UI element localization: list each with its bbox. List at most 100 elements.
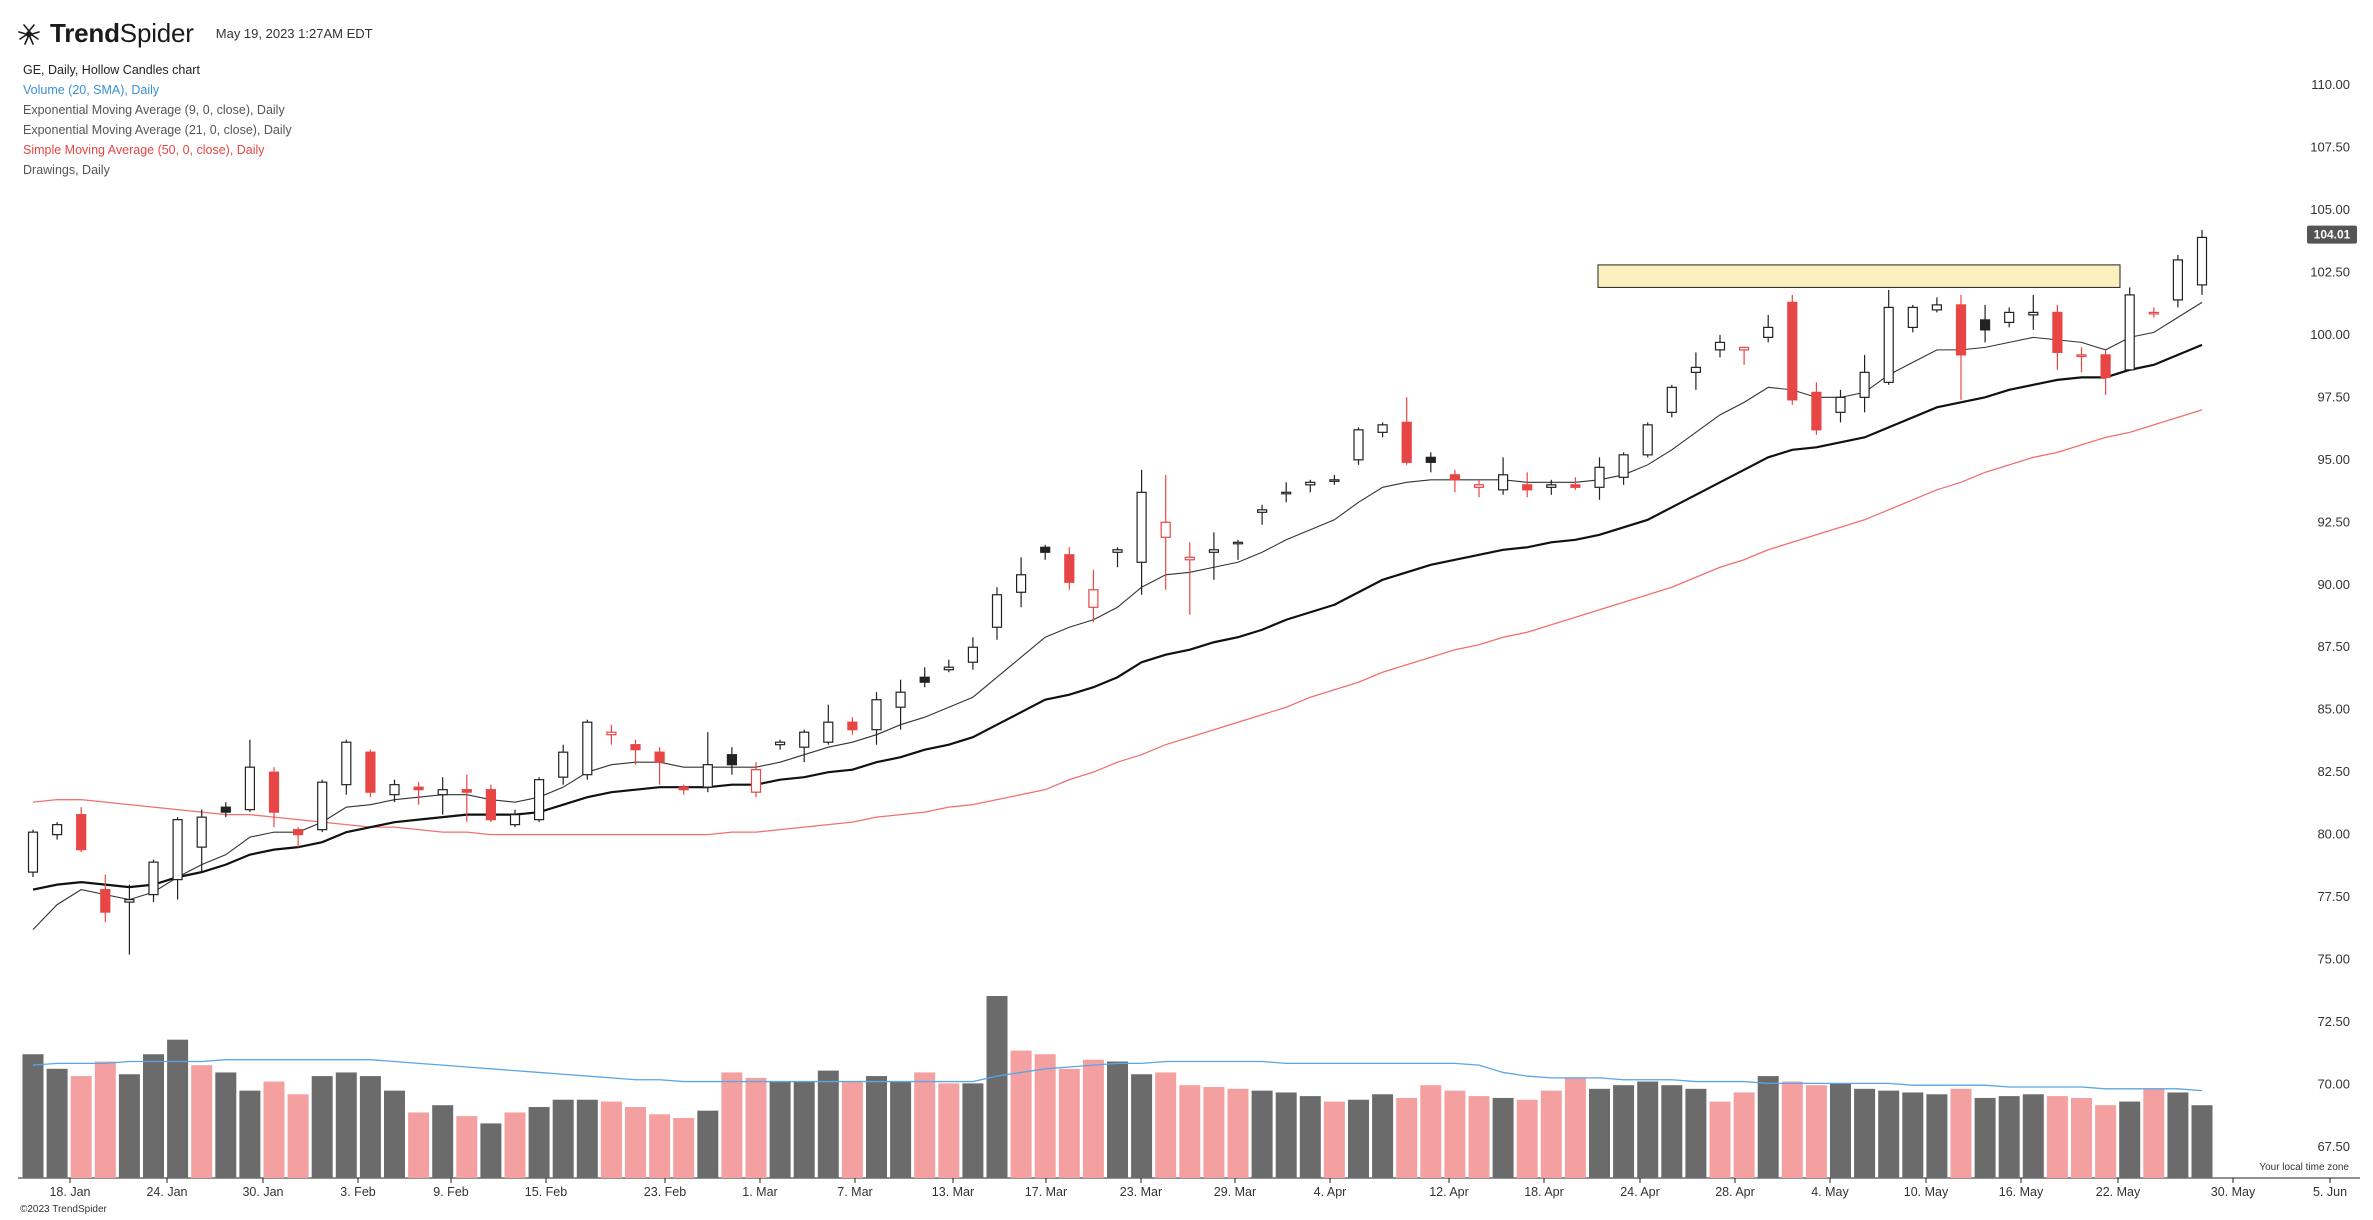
legend-item-4[interactable]: Simple Moving Average (50, 0, close), Da… <box>23 143 265 157</box>
x-tick-label: 23. Mar <box>1120 1185 1162 1199</box>
x-tick-label: 13. Mar <box>932 1185 974 1199</box>
candle-body <box>1859 371 1870 398</box>
volume-bar <box>2119 1101 2141 1178</box>
y-tick-label: 82.50 <box>2317 764 2350 779</box>
volume-sma-line <box>32 1059 2203 1092</box>
volume-bar <box>866 1076 887 1178</box>
y-tick-label: 97.50 <box>2317 389 2350 404</box>
volume-bar <box>745 1077 767 1178</box>
candle-body <box>1522 484 1533 491</box>
volume-bar <box>1275 1092 1297 1178</box>
candle-body <box>1377 424 1388 433</box>
chart-datetime: May 19, 2023 1:27AM EDT <box>215 26 373 41</box>
candle-body <box>1907 306 1918 328</box>
volume-bar <box>1613 1085 1635 1178</box>
volume-bar <box>1950 1088 1972 1178</box>
candle-body <box>2196 236 2208 286</box>
volume-bar <box>649 1114 671 1178</box>
x-tick-label: 28. Apr <box>1715 1185 1755 1199</box>
candle-body <box>654 751 665 763</box>
volume-bar <box>1709 1101 1731 1178</box>
y-tick-label: 80.00 <box>2317 827 2350 842</box>
candle-body <box>1594 466 1605 488</box>
candle-body <box>967 646 979 663</box>
x-tick-label: 29. Mar <box>1214 1185 1256 1199</box>
legend-item-3[interactable]: Exponential Moving Average (21, 0, close… <box>23 123 292 137</box>
y-tick-label: 77.50 <box>2317 889 2350 904</box>
volume-bar <box>1733 1092 1755 1178</box>
candle-body <box>1570 484 1581 488</box>
candle-body <box>1281 491 1292 495</box>
volume-bar <box>432 1105 454 1178</box>
candle-body <box>1473 484 1485 488</box>
ema21-line <box>32 343 2203 891</box>
volume-bar <box>1974 1097 1996 1178</box>
candle-body <box>774 741 786 746</box>
candle-body <box>1329 479 1340 482</box>
legend-item-2[interactable]: Exponential Moving Average (9, 0, close)… <box>23 103 285 117</box>
candle-body <box>1642 424 1653 456</box>
x-tick-label: 4. May <box>1811 1185 1849 1199</box>
timezone-label[interactable]: Your local time zone <box>2259 1162 2349 1173</box>
volume-bar <box>552 1099 574 1178</box>
y-tick-label: 100.00 <box>2310 327 2350 342</box>
x-tick-label: 12. Apr <box>1429 1185 1469 1199</box>
volume-bar <box>1444 1090 1466 1178</box>
volume-bar <box>287 1094 309 1178</box>
volume-bar <box>456 1116 478 1178</box>
y-tick-label: 72.50 <box>2317 1014 2350 1029</box>
candle-body <box>509 814 521 826</box>
candle-body <box>220 806 231 813</box>
candle-body <box>2004 311 2015 323</box>
volume-bar <box>938 1083 960 1178</box>
candle-body <box>1256 509 1268 513</box>
y-tick-label: 87.50 <box>2317 639 2350 654</box>
legend-item-1[interactable]: Volume (20, SMA), Daily <box>23 83 160 97</box>
candle-body <box>100 889 111 913</box>
volume-bar <box>215 1072 237 1178</box>
volume-bar <box>1637 1081 1659 1178</box>
x-tick-label: 7. Mar <box>837 1185 872 1199</box>
volume-bar <box>2095 1105 2117 1178</box>
volume-bar <box>528 1107 550 1178</box>
candle-body <box>847 721 858 731</box>
volume-bar <box>311 1076 333 1178</box>
candle-body <box>678 786 689 791</box>
legend-item-5[interactable]: Drawings, Daily <box>23 163 110 177</box>
candle-body <box>461 789 472 793</box>
volume-bar <box>1155 1072 1177 1178</box>
candle-body <box>1618 454 1629 478</box>
candle-body <box>1160 521 1171 538</box>
volume-bar <box>2022 1094 2044 1178</box>
x-tick-label: 30. Jan <box>242 1185 283 1199</box>
candle-body <box>293 829 304 836</box>
candle-body <box>1305 481 1316 486</box>
legend-item-0[interactable]: GE, Daily, Hollow Candles chart <box>23 63 200 77</box>
y-tick-label: 90.00 <box>2317 577 2350 592</box>
volume-bar <box>1323 1101 1345 1178</box>
candle-body <box>799 731 810 748</box>
volume-bar <box>1420 1085 1442 1178</box>
volume-bar <box>1372 1094 1394 1178</box>
volume-bar <box>408 1112 430 1178</box>
candle-body <box>895 691 906 708</box>
volume-bar <box>625 1107 646 1178</box>
volume-bar <box>1685 1088 1707 1178</box>
x-tick-label: 23. Feb <box>644 1185 686 1199</box>
brand[interactable]: TrendSpider May 19, 2023 1:27AM EDT <box>18 18 373 49</box>
volume-bar <box>1348 1099 1369 1178</box>
candle-body <box>1136 491 1147 563</box>
x-tick-label: 15. Feb <box>525 1185 567 1199</box>
candle-body <box>943 666 954 671</box>
y-tick-label: 75.00 <box>2317 952 2350 967</box>
candle-body <box>726 754 738 766</box>
volume-bar <box>673 1117 695 1178</box>
x-tick-label: 16. May <box>1999 1185 2044 1199</box>
volume-bar <box>1781 1081 1803 1178</box>
candle-body <box>1064 554 1075 583</box>
candle-body <box>991 594 1003 628</box>
volume-bar <box>793 1081 815 1178</box>
volume-bar <box>1131 1074 1153 1178</box>
candle-body <box>437 789 448 796</box>
